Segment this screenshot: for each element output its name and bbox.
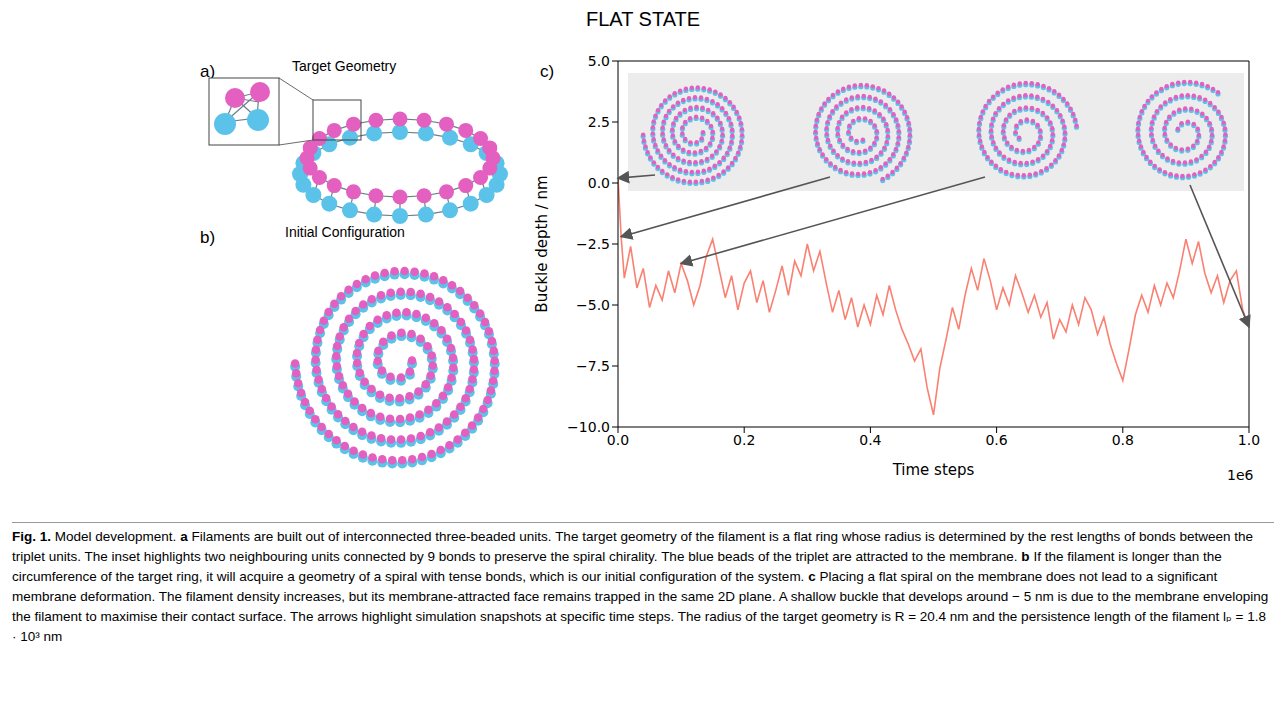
svg-text:0.6: 0.6 [985,432,1007,448]
svg-text:5.0: 5.0 [588,53,610,69]
svg-text:0.0: 0.0 [607,432,629,448]
svg-text:Buckle depth / nm: Buckle depth / nm [533,175,551,312]
svg-text:−2.5: −2.5 [576,236,610,252]
svg-text:−7.5: −7.5 [576,358,610,374]
html-text:a): a) [200,62,216,81]
svg-text:2.5: 2.5 [588,114,610,130]
svg-text:0.0: 0.0 [588,175,610,191]
html-text:Target Geometry: Target Geometry [292,58,397,74]
svg-text:−10.0: −10.0 [567,419,610,435]
svg-text:1.0: 1.0 [1238,432,1260,448]
svg-text:Time steps: Time steps [892,461,975,479]
html-text:Fig. 1. Model development. a F: Fig. 1. Model development. a Filaments a… [12,529,1269,644]
svg-text:0.8: 0.8 [1112,432,1134,448]
html-text:c): c) [540,62,555,81]
html-text:Initial Configuration: Initial Configuration [285,224,405,240]
html-text:b): b) [200,228,216,247]
html-text:1e6: 1e6 [1227,467,1254,483]
svg-text:−5.0: −5.0 [576,297,610,313]
svg-text:0.2: 0.2 [733,432,755,448]
svg-text:0.4: 0.4 [859,432,881,448]
html-text:FLAT STATE: FLAT STATE [586,8,700,30]
